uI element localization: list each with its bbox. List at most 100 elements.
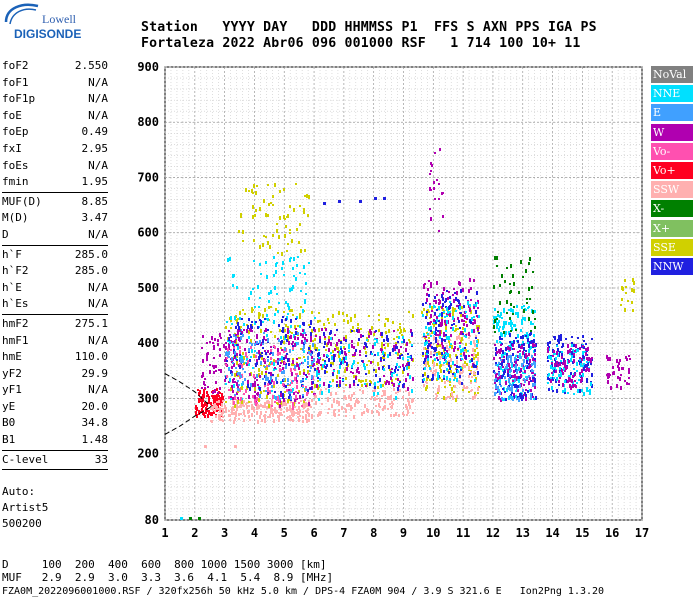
echo-point (208, 397, 210, 400)
echo-point (265, 375, 267, 379)
echo-point (338, 401, 340, 404)
echo-point (438, 299, 440, 301)
echo-point (211, 406, 213, 408)
echo-point (288, 306, 290, 310)
echo-point (501, 362, 503, 366)
echo-point (506, 300, 508, 304)
echo-point (214, 397, 216, 400)
echo-point (578, 379, 580, 381)
echo-point (512, 397, 514, 401)
echo-point (350, 397, 352, 401)
echo-point (371, 396, 373, 398)
echo-point (262, 343, 264, 345)
echo-point (425, 381, 427, 383)
echo-point (407, 410, 409, 414)
echo-point (305, 282, 307, 285)
echo-point (506, 267, 508, 269)
echo-point (461, 382, 463, 385)
echo-point (328, 348, 330, 352)
echo-point (430, 342, 432, 344)
echo-point (289, 405, 291, 409)
echo-point (495, 347, 497, 351)
echo-point (327, 355, 329, 357)
echo-point (242, 403, 244, 406)
echo-point (343, 346, 345, 349)
echo-point (271, 390, 273, 392)
echo-point (571, 379, 573, 383)
echo-point (265, 339, 267, 341)
echo-point (265, 371, 267, 373)
echo-point (388, 329, 390, 333)
echo-point (532, 323, 534, 325)
echo-point (274, 346, 276, 349)
echo-point (423, 308, 425, 311)
echo-point (582, 373, 584, 377)
echo-point (251, 404, 253, 406)
echo-point (446, 307, 448, 311)
echo-point (343, 337, 345, 341)
echo-point (296, 228, 298, 231)
echo-point (452, 307, 454, 311)
echo-point (456, 365, 458, 368)
echo-point (299, 371, 301, 375)
echo-point (474, 343, 476, 347)
echo-point (299, 205, 301, 207)
echo-point (511, 388, 513, 392)
echo-point (234, 417, 236, 421)
echo-point (468, 355, 470, 357)
echo-point (452, 311, 454, 315)
echo-point (470, 341, 472, 345)
echo-point (242, 309, 244, 311)
echo-point (374, 388, 376, 392)
echo-point (449, 378, 451, 381)
echo-point (508, 309, 510, 311)
echo-point (626, 358, 628, 361)
echo-point (460, 367, 462, 369)
echo-point (631, 288, 633, 292)
echo-point (519, 353, 521, 355)
param-key: foF1 (2, 75, 29, 89)
echo-point (348, 344, 350, 348)
echo-point (496, 373, 498, 375)
echo-point (234, 381, 236, 383)
logo-line2: DIGISONDE (14, 27, 82, 41)
echo-point (304, 249, 306, 252)
echo-point (520, 368, 522, 370)
echo-point (403, 414, 405, 416)
echo-point (560, 373, 562, 377)
echo-point (300, 333, 302, 336)
echo-point (529, 359, 531, 363)
x-tick-label: 1 (161, 526, 168, 540)
echo-point (436, 294, 438, 296)
echo-point (461, 372, 463, 374)
echo-point (494, 331, 496, 333)
legend-item-xminus: X- (651, 200, 693, 218)
echo-point (456, 336, 458, 340)
echo-point (577, 349, 579, 352)
echo-point (250, 291, 252, 295)
echo-point (237, 346, 239, 350)
echo-point (473, 305, 475, 309)
echo-point (222, 408, 224, 411)
param-row-md: M(D) 3.47 (2, 210, 108, 227)
echo-point (462, 348, 464, 352)
echo-point (320, 389, 322, 391)
echo-point (453, 323, 455, 325)
echo-point (583, 359, 585, 361)
param-row-hes: h`Es N/A (2, 296, 108, 313)
echo-point (213, 411, 215, 414)
echo-point (468, 391, 470, 393)
echo-point (264, 402, 266, 405)
echo-point (550, 379, 552, 383)
echo-point (427, 358, 429, 361)
echo-point (470, 371, 472, 373)
echo-point (518, 291, 520, 294)
echo-point (231, 407, 233, 410)
echo-point (203, 395, 205, 398)
echo-point (325, 366, 327, 369)
echo-point (454, 292, 456, 294)
echo-point (502, 326, 504, 329)
echo-point (568, 360, 570, 363)
echo-point (340, 346, 342, 348)
echo-point (212, 397, 214, 399)
